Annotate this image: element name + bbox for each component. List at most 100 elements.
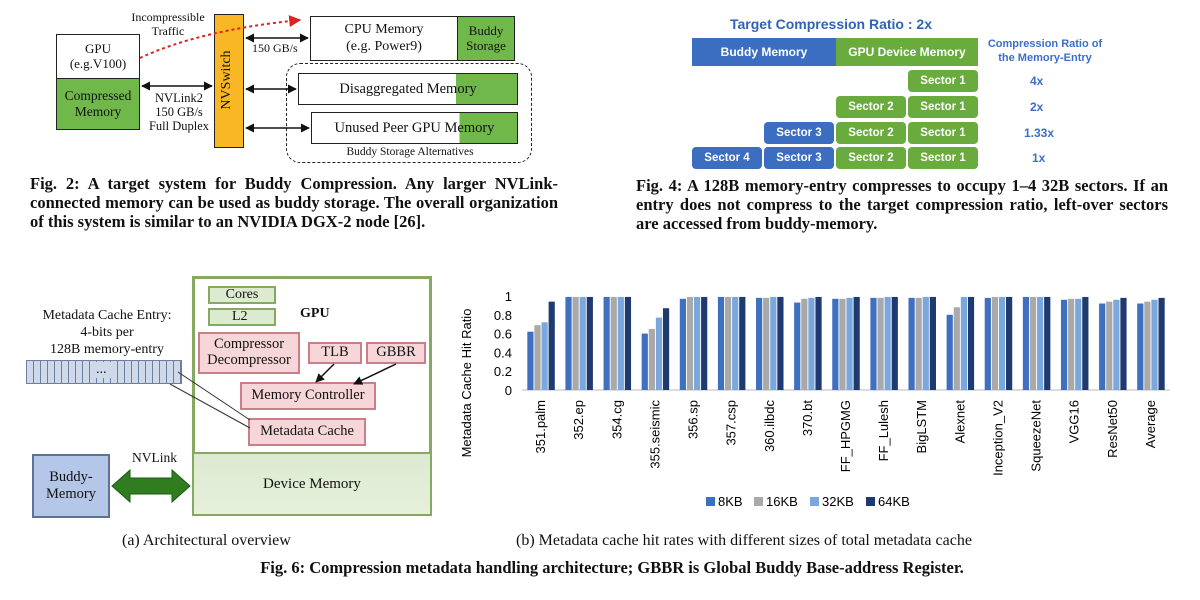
bandwidth-label: 150 GB/s	[252, 41, 298, 55]
bar-64KB-370.bt	[815, 296, 822, 390]
buddy-storage-box: Buddy Storage	[457, 16, 515, 61]
bar-64KB-ResNet50	[1120, 297, 1127, 390]
nvlink-label: NVLink	[132, 450, 177, 465]
fig6b-subcaption: (b) Metadata cache hit rates with differ…	[516, 532, 972, 549]
metadata-cache-box: Metadata Cache	[248, 418, 366, 446]
ratio-1-33x: 1.33x	[1024, 126, 1055, 140]
gpu-device-memory-header: GPU Device Memory	[836, 38, 978, 66]
hit-ratio-chart: Metadata Cache Hit Ratio 0 0.2 0.4 0.6 0.8 1 35…	[459, 289, 1170, 509]
x-tick-label: Alexnet	[952, 400, 967, 444]
legend-swatch-32KB	[810, 497, 819, 506]
fig2-caption: Fig. 2: A target system for Buddy Compre…	[30, 174, 558, 231]
row4-sector4: Sector 4	[692, 147, 762, 169]
legend-label-32KB: 32KB	[822, 494, 854, 509]
bar-32KB-FF_Lulesh	[884, 296, 891, 390]
bar-8KB-360.ilbdc	[756, 297, 763, 390]
fig4-caption: Fig. 4: A 128B memory-entry compresses t…	[636, 176, 1168, 233]
row2-sector2: Sector 2	[836, 96, 906, 118]
bar-16KB-FF_HPGMG	[839, 298, 846, 390]
fig2-arrows	[139, 15, 310, 133]
bar-32KB-VGG16	[1075, 298, 1082, 390]
legend-label-64KB: 64KB	[878, 494, 910, 509]
x-tick-label: FF_HPGMG	[838, 400, 853, 472]
bar-32KB-ResNet50	[1113, 299, 1120, 390]
row2-sector1: Sector 1	[908, 96, 978, 118]
x-tick-label: 357.csp	[724, 400, 739, 446]
alternatives-label: Buddy Storage Alternatives	[346, 146, 474, 158]
bar-64KB-356.sp	[701, 296, 708, 390]
row3-sector2: Sector 2	[836, 122, 906, 144]
gpu-label: GPU	[300, 306, 330, 321]
bar-64KB-360.ilbdc	[777, 296, 784, 390]
l2-box: L2	[208, 308, 276, 326]
fig4-title: Target Compression Ratio : 2x	[730, 16, 933, 32]
y-tick-label: 0.4	[494, 345, 512, 360]
x-tick-label: FF_Lulesh	[876, 400, 891, 461]
bar-8KB-354.cg	[603, 296, 610, 390]
x-tick-label: 356.sp	[686, 400, 701, 439]
x-tick-label: SqueezeNet	[1029, 400, 1044, 472]
row4-sector1: Sector 1	[908, 147, 978, 169]
bar-32KB-357.csp	[732, 296, 739, 390]
y-tick-label: 0.6	[494, 327, 512, 342]
buddy-memory-box: Buddy- Memory	[32, 454, 110, 518]
bar-64KB-VGG16	[1082, 296, 1089, 390]
x-tick-label: Average	[1143, 400, 1158, 448]
nvlink2-label: NVLink2 150 GB/s Full Duplex	[148, 91, 210, 133]
disaggregated-memory-box: Disaggregated Memory	[298, 73, 518, 105]
y-tick-label: 1	[505, 289, 512, 304]
gpu-box: GPU (e.g.V100)	[56, 34, 140, 79]
row1-sector1: Sector 1	[908, 70, 978, 92]
row3-sector3: Sector 3	[764, 122, 834, 144]
bar-64KB-355.seismic	[662, 308, 670, 390]
bar-8KB-Alexnet	[946, 314, 953, 390]
row4-sector2: Sector 2	[836, 147, 906, 169]
bar-32KB-370.bt	[808, 297, 815, 390]
bar-16KB-Inception_V2	[991, 296, 999, 390]
bar-64KB-Inception_V2	[1006, 296, 1013, 390]
bar-16KB-357.csp	[724, 296, 732, 390]
legend-label-16KB: 16KB	[766, 494, 798, 509]
bar-16KB-BigLSTM	[915, 297, 922, 390]
alternatives-group	[286, 63, 532, 163]
bar-16KB-FF_Lulesh	[877, 297, 884, 390]
ratio-4x: 4x	[1030, 74, 1044, 88]
x-tick-label: VGG16	[1067, 400, 1082, 443]
bar-16KB-Alexnet	[953, 307, 960, 390]
bar-8KB-FF_Lulesh	[870, 297, 877, 390]
bar-64KB-Alexnet	[967, 296, 975, 390]
bar-64KB-351.palm	[548, 301, 555, 390]
metadata-entry-label: Metadata Cache Entry: 4-bits per 128B me…	[42, 308, 172, 357]
bar-32KB-360.ilbdc	[770, 296, 777, 390]
bar-32KB-351.palm	[541, 322, 548, 390]
bar-8KB-352.ep	[565, 296, 572, 390]
unused-peer-gpu-box: Unused Peer GPU Memory	[311, 112, 518, 144]
tlb-box: TLB	[308, 342, 362, 364]
x-tick-label: 352.ep	[571, 400, 586, 440]
fig6a-connectors	[111, 363, 397, 504]
bar-8KB-VGG16	[1060, 299, 1068, 390]
bar-32KB-BigLSTM	[922, 296, 929, 390]
bar-32KB-Inception_V2	[998, 296, 1006, 390]
y-axis-label: Metadata Cache Hit Ratio	[459, 309, 474, 458]
bar-8KB-ResNet50	[1099, 303, 1106, 390]
bar-32KB-Average	[1151, 299, 1158, 390]
nvlink-double-arrow	[111, 468, 191, 504]
legend-label-8KB: 8KB	[718, 494, 743, 509]
bar-32KB-352.ep	[579, 296, 586, 390]
tlb-to-mc-arrow	[315, 363, 335, 383]
bar-16KB-352.ep	[572, 296, 579, 390]
bar-64KB-FF_Lulesh	[891, 296, 898, 390]
x-tick-label: 354.cg	[609, 400, 624, 439]
cpu-memory-box: CPU Memory (e.g. Power9)	[310, 16, 458, 61]
y-tick-label: 0.8	[494, 308, 512, 323]
bar-64KB-Average	[1158, 297, 1165, 390]
bar-32KB-FF_HPGMG	[846, 297, 853, 390]
bar-16KB-VGG16	[1068, 298, 1075, 390]
nvswitch-box	[214, 14, 244, 148]
ratio-1x: 1x	[1032, 151, 1046, 165]
bar-32KB-Alexnet	[960, 296, 968, 390]
bar-8KB-355.seismic	[641, 333, 648, 390]
bar-16KB-Average	[1144, 301, 1151, 390]
metadata-entry-dots: ...	[90, 362, 113, 378]
